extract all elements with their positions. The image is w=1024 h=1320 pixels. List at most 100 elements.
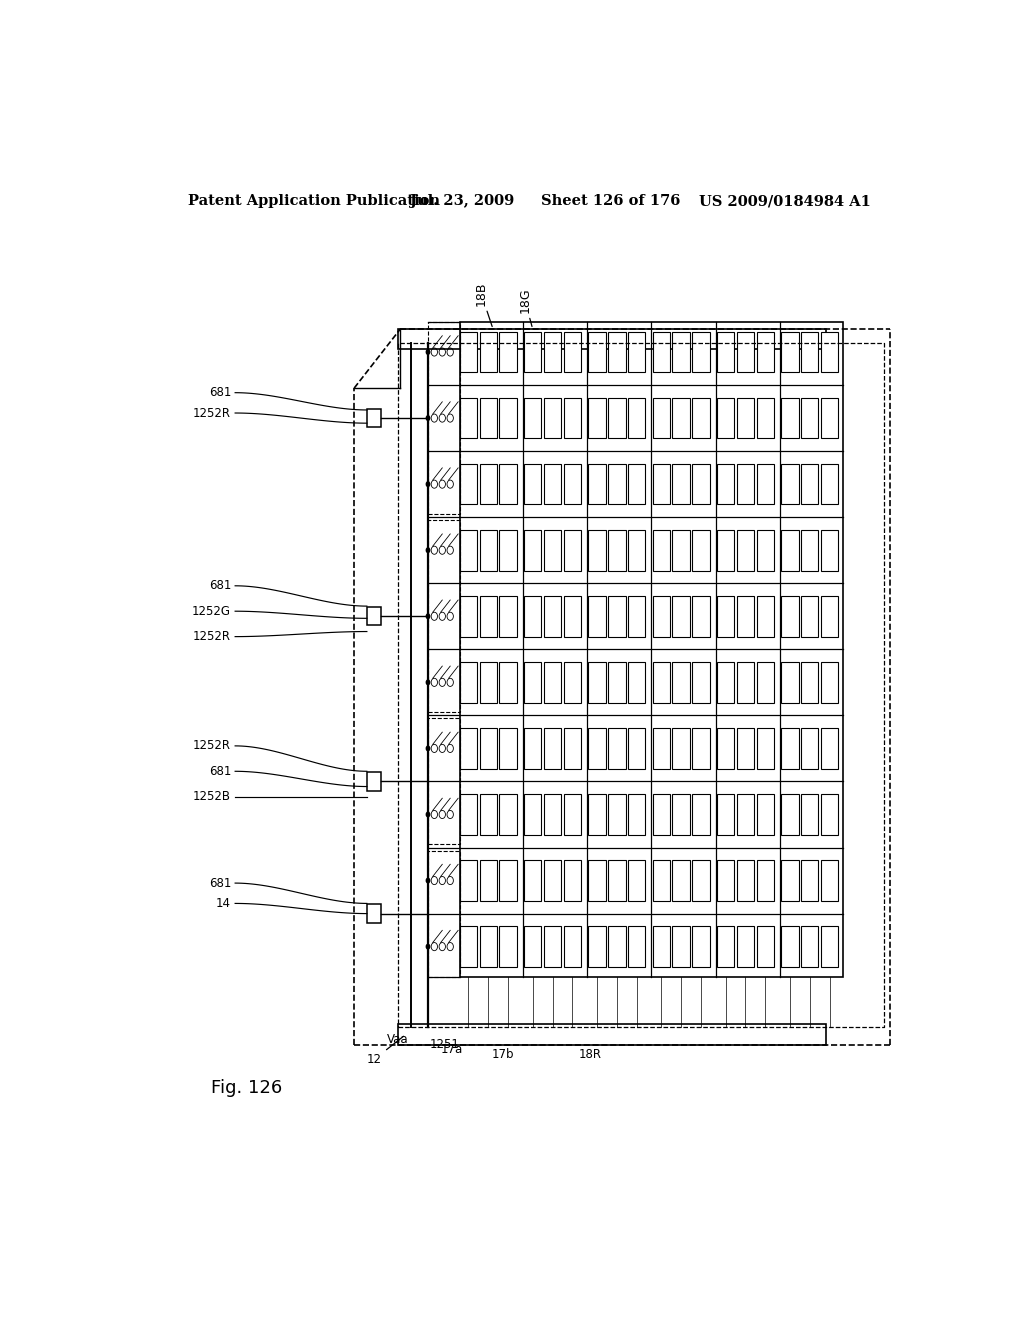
Bar	[781, 795, 799, 834]
Bar	[460, 529, 477, 570]
Bar	[757, 729, 774, 768]
Bar	[500, 663, 517, 702]
Bar	[673, 663, 690, 702]
Bar	[757, 927, 774, 968]
Bar	[692, 529, 710, 570]
Bar	[781, 397, 799, 438]
Bar	[428, 850, 460, 977]
Bar	[628, 463, 645, 504]
Bar	[692, 397, 710, 438]
Text: 1252R: 1252R	[194, 739, 231, 752]
Bar	[460, 322, 843, 977]
Bar	[563, 729, 582, 768]
Bar	[757, 861, 774, 900]
Bar	[821, 729, 839, 768]
Bar	[717, 927, 734, 968]
Text: Vaa: Vaa	[387, 1032, 409, 1045]
Bar	[692, 595, 710, 636]
Bar	[821, 861, 839, 900]
Text: 14: 14	[216, 896, 231, 909]
Bar	[608, 331, 626, 372]
Bar	[524, 861, 542, 900]
Text: 18R: 18R	[579, 1048, 602, 1061]
Bar	[563, 463, 582, 504]
Bar	[460, 463, 477, 504]
Bar	[801, 927, 818, 968]
Bar	[717, 331, 734, 372]
Bar	[736, 397, 754, 438]
Bar	[524, 529, 542, 570]
Bar	[821, 331, 839, 372]
Bar	[673, 927, 690, 968]
Bar	[628, 529, 645, 570]
Bar	[781, 927, 799, 968]
Bar	[652, 663, 670, 702]
Bar	[524, 331, 542, 372]
Bar	[479, 331, 497, 372]
Bar	[757, 595, 774, 636]
Bar	[524, 927, 542, 968]
Bar	[608, 861, 626, 900]
Bar	[692, 663, 710, 702]
Bar	[736, 595, 754, 636]
Bar	[717, 861, 734, 900]
Bar	[652, 729, 670, 768]
Text: Fig. 126: Fig. 126	[211, 1080, 283, 1097]
Bar	[563, 663, 582, 702]
Bar	[652, 529, 670, 570]
Circle shape	[426, 812, 430, 817]
Circle shape	[426, 680, 430, 685]
Bar	[628, 795, 645, 834]
Text: 18G: 18G	[518, 288, 532, 326]
Bar	[757, 663, 774, 702]
Bar	[801, 795, 818, 834]
Bar	[801, 729, 818, 768]
Bar	[736, 795, 754, 834]
Text: 12: 12	[367, 1036, 403, 1067]
Bar	[781, 663, 799, 702]
Bar	[717, 463, 734, 504]
Bar	[479, 397, 497, 438]
Text: 18B: 18B	[475, 281, 493, 326]
Bar	[428, 520, 460, 713]
Bar	[628, 729, 645, 768]
Text: 681: 681	[209, 876, 231, 890]
Bar	[757, 795, 774, 834]
Bar	[460, 795, 477, 834]
Bar	[801, 529, 818, 570]
Bar	[608, 663, 626, 702]
Bar	[479, 463, 497, 504]
Bar	[801, 595, 818, 636]
Bar	[717, 795, 734, 834]
Bar	[736, 463, 754, 504]
Bar	[588, 331, 606, 372]
Bar	[588, 795, 606, 834]
Bar	[544, 795, 561, 834]
Bar	[801, 331, 818, 372]
Bar	[757, 529, 774, 570]
Bar	[544, 463, 561, 504]
Bar	[588, 463, 606, 504]
Bar	[563, 529, 582, 570]
Bar	[736, 663, 754, 702]
Bar	[544, 663, 561, 702]
Bar	[588, 595, 606, 636]
Bar	[628, 331, 645, 372]
Bar	[781, 529, 799, 570]
Circle shape	[426, 746, 430, 751]
Bar	[367, 607, 381, 626]
Circle shape	[426, 414, 430, 421]
Bar	[628, 861, 645, 900]
Text: Sheet 126 of 176: Sheet 126 of 176	[541, 194, 680, 209]
Bar	[563, 927, 582, 968]
Text: 1251: 1251	[430, 1038, 460, 1051]
Circle shape	[426, 548, 430, 553]
Bar	[628, 595, 645, 636]
Bar	[692, 861, 710, 900]
Circle shape	[426, 944, 430, 949]
Bar	[524, 795, 542, 834]
Circle shape	[426, 878, 430, 883]
Bar	[500, 927, 517, 968]
Bar	[692, 463, 710, 504]
Bar	[692, 795, 710, 834]
